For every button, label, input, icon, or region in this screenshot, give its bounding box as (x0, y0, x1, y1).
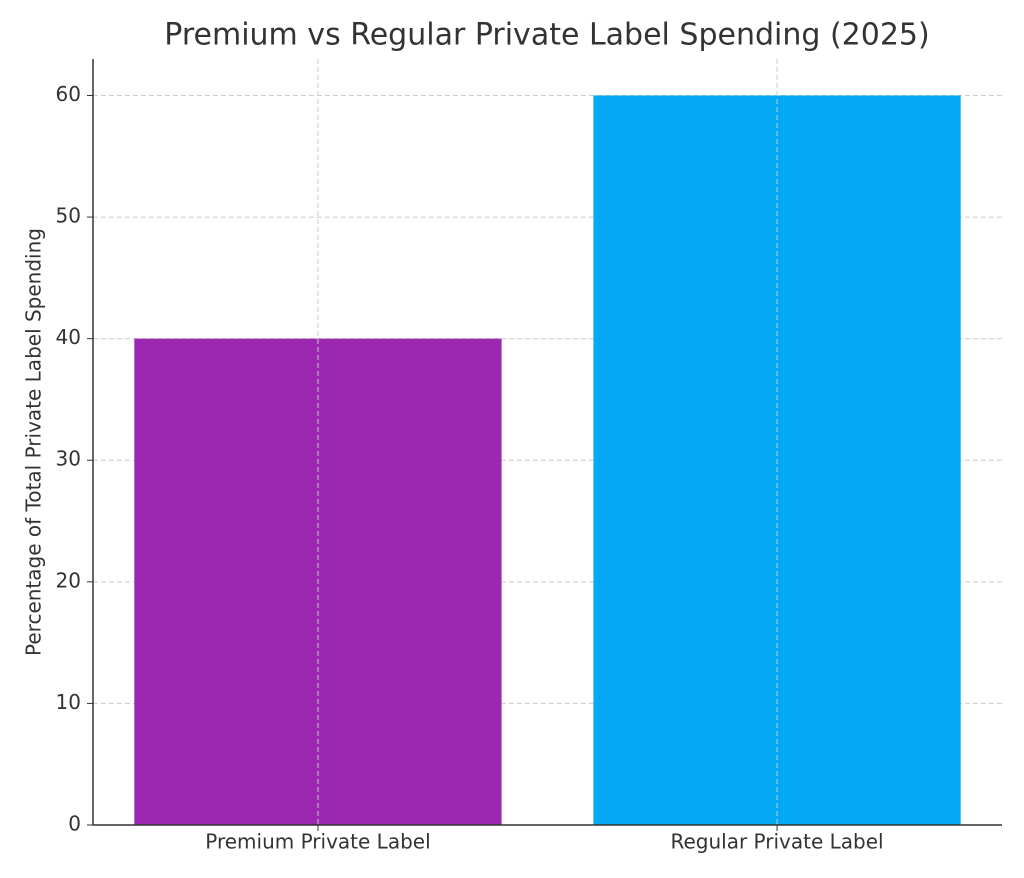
x-tick-label: Premium Private Label (205, 830, 430, 854)
y-tick-label: 10 (56, 690, 81, 714)
y-tick-label: 50 (56, 204, 81, 228)
chart-title: Premium vs Regular Private Label Spendin… (164, 18, 929, 53)
y-tick-label: 60 (56, 82, 81, 106)
x-tick-label: Regular Private Label (670, 830, 883, 854)
y-axis-label: Percentage of Total Private Label Spendi… (22, 228, 46, 656)
y-tick-label: 20 (56, 568, 81, 592)
y-tick-label: 0 (68, 812, 81, 836)
y-tick-label: 40 (56, 325, 81, 349)
y-tick-label: 30 (56, 447, 81, 471)
